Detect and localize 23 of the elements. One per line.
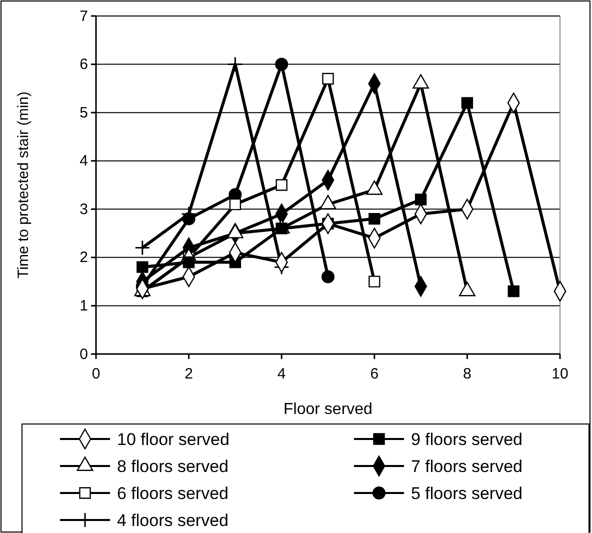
x-axis-title: Floor served [284, 401, 372, 418]
legend-label: 5 floors served [411, 484, 522, 503]
y-tick-label: 0 [80, 346, 88, 363]
legend-label: 6 floors served [117, 484, 228, 503]
legend-label: 10 floor served [117, 430, 230, 449]
x-tick-label: 10 [552, 366, 568, 382]
legend-label: 4 floors served [117, 511, 228, 530]
x-tick-label: 8 [463, 366, 472, 382]
y-tick-label: 6 [80, 56, 88, 74]
legend-label: 7 floors served [411, 457, 522, 476]
legend-label: 8 floors served [117, 457, 228, 476]
y-tick-label: 5 [80, 104, 88, 122]
x-tick-label: 4 [277, 366, 286, 382]
legend-label: 9 floors served [411, 430, 522, 449]
y-tick-label: 4 [80, 152, 88, 170]
x-tick-label: 2 [184, 366, 193, 382]
y-tick-label: 1 [80, 298, 88, 315]
y-axis-title: Time to protected stair (min) [15, 92, 32, 278]
x-tick-label: 6 [370, 366, 379, 382]
y-tick-label: 3 [80, 200, 88, 218]
x-tick-label: 0 [92, 366, 100, 382]
y-tick-label: 2 [80, 249, 88, 266]
y-tick-label: 7 [80, 8, 88, 25]
